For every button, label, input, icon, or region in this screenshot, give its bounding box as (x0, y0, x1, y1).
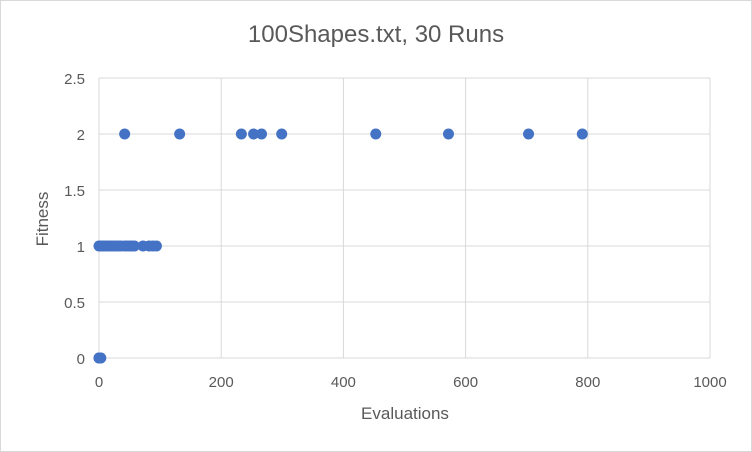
y-tick-label: 2 (77, 127, 85, 144)
x-tick-label: 0 (95, 374, 103, 391)
y-tick-label: 2.5 (64, 71, 85, 88)
data-point (119, 128, 131, 140)
data-point (523, 128, 535, 140)
gridlines (98, 77, 711, 359)
data-point (128, 240, 140, 252)
y-tick-label: 1 (77, 239, 85, 256)
x-tick-label: 400 (331, 374, 356, 391)
x-tick-label: 800 (575, 374, 600, 391)
chart-title: 100Shapes.txt, 30 Runs (247, 21, 505, 48)
data-point (256, 128, 268, 140)
x-tick-label: 200 (209, 374, 234, 391)
y-tick-label: 0.5 (64, 295, 85, 312)
data-point (235, 128, 247, 140)
tick-labels: 0 0.5 1 1.5 2 2.5 0 200 400 600 800 1000 (64, 71, 727, 391)
data-point (150, 240, 162, 252)
data-point (93, 352, 105, 364)
x-tick-label: 1000 (693, 374, 726, 391)
data-point (174, 128, 186, 140)
x-axis-label: Evaluations (361, 404, 449, 423)
data-point (248, 128, 260, 140)
x-tick-label: 600 (453, 374, 478, 391)
data-point (576, 128, 588, 140)
data-point (370, 128, 382, 140)
data-points (93, 128, 588, 364)
y-tick-label: 0 (77, 351, 85, 368)
data-point (442, 128, 454, 140)
data-point (276, 128, 288, 140)
y-tick-label: 1.5 (64, 183, 85, 200)
y-axis-label: Fitness (33, 192, 52, 247)
